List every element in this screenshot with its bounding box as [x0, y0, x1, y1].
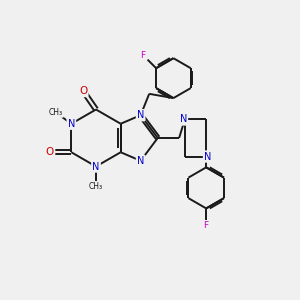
Text: N: N — [68, 119, 75, 129]
Text: N: N — [204, 152, 212, 161]
Text: CH₃: CH₃ — [49, 108, 63, 117]
Text: N: N — [180, 115, 187, 124]
Text: O: O — [79, 86, 87, 96]
Text: F: F — [204, 221, 209, 230]
Text: F: F — [140, 51, 146, 60]
Text: N: N — [137, 156, 144, 166]
Text: N: N — [137, 110, 144, 120]
Text: O: O — [46, 147, 54, 157]
Text: CH₃: CH₃ — [89, 182, 103, 191]
Text: N: N — [92, 161, 100, 172]
